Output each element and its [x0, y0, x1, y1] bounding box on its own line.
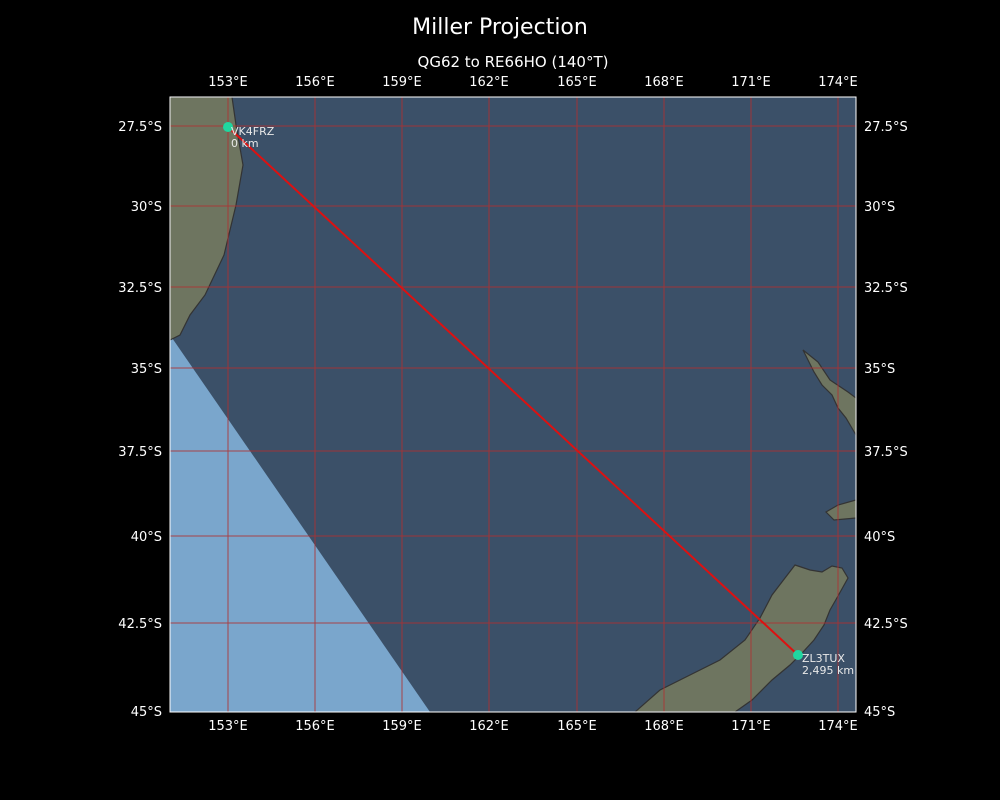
- lon-tick-label: 153°E: [208, 75, 248, 90]
- lon-tick-label: 168°E: [644, 75, 684, 90]
- nz-north-island-east: [825, 499, 856, 521]
- lat-ticks-right: 27.5°S 30°S 32.5°S 35°S 37.5°S 40°S 42.5…: [864, 120, 908, 720]
- lat-tick-label: 37.5°S: [118, 445, 162, 460]
- lon-ticks-bottom: 153°E 156°E 159°E 162°E 165°E 168°E 171°…: [208, 719, 858, 734]
- lat-tick-label: 27.5°S: [118, 120, 162, 135]
- graticule: [170, 97, 856, 712]
- start-station-marker[interactable]: [223, 122, 233, 132]
- lat-tick-label: 45°S: [131, 705, 162, 720]
- lat-tick-label: 42.5°S: [864, 617, 908, 632]
- start-station-callsign: VK4FRZ: [231, 125, 275, 138]
- lat-tick-label: 40°S: [131, 530, 162, 545]
- nz-south-island-land: [634, 564, 849, 712]
- daylight-region: [170, 335, 430, 712]
- lat-tick-label: 42.5°S: [118, 617, 162, 632]
- map-subtitle: QG62 to RE66HO (140°T): [418, 53, 609, 71]
- map-plot-area: [170, 97, 856, 712]
- lat-tick-label: 32.5°S: [118, 281, 162, 296]
- lon-tick-label: 159°E: [382, 75, 422, 90]
- lon-tick-label: 153°E: [208, 719, 248, 734]
- lat-tick-label: 40°S: [864, 530, 895, 545]
- great-circle-path: [227, 126, 799, 656]
- lat-ticks-left: 27.5°S 30°S 32.5°S 35°S 37.5°S 40°S 42.5…: [118, 120, 162, 720]
- lon-tick-label: 174°E: [818, 75, 858, 90]
- start-station-distance: 0 km: [231, 137, 259, 150]
- lon-tick-label: 156°E: [295, 719, 335, 734]
- lon-tick-label: 171°E: [731, 75, 771, 90]
- lon-tick-label: 162°E: [469, 75, 509, 90]
- map-title: Miller Projection: [412, 15, 588, 40]
- lat-tick-label: 35°S: [131, 362, 162, 377]
- lon-tick-label: 171°E: [731, 719, 771, 734]
- map-frame: [169, 96, 857, 713]
- australia-land: [170, 97, 244, 341]
- nz-north-island-land: [802, 349, 856, 437]
- end-station-marker[interactable]: [793, 650, 803, 660]
- end-station-distance: 2,495 km: [802, 664, 854, 677]
- lat-tick-label: 32.5°S: [864, 281, 908, 296]
- lat-tick-label: 30°S: [864, 200, 895, 215]
- lon-tick-label: 156°E: [295, 75, 335, 90]
- lon-tick-label: 165°E: [557, 719, 597, 734]
- lon-tick-label: 162°E: [469, 719, 509, 734]
- lat-tick-label: 45°S: [864, 705, 895, 720]
- lon-tick-label: 165°E: [557, 75, 597, 90]
- end-station-callsign: ZL3TUX: [802, 652, 845, 665]
- lon-tick-label: 168°E: [644, 719, 684, 734]
- lon-tick-label: 174°E: [818, 719, 858, 734]
- lon-tick-label: 159°E: [382, 719, 422, 734]
- lon-ticks-top: 153°E 156°E 159°E 162°E 165°E 168°E 171°…: [208, 75, 858, 90]
- lat-tick-label: 37.5°S: [864, 445, 908, 460]
- lat-tick-label: 27.5°S: [864, 120, 908, 135]
- lat-tick-label: 35°S: [864, 362, 895, 377]
- lat-tick-label: 30°S: [131, 200, 162, 215]
